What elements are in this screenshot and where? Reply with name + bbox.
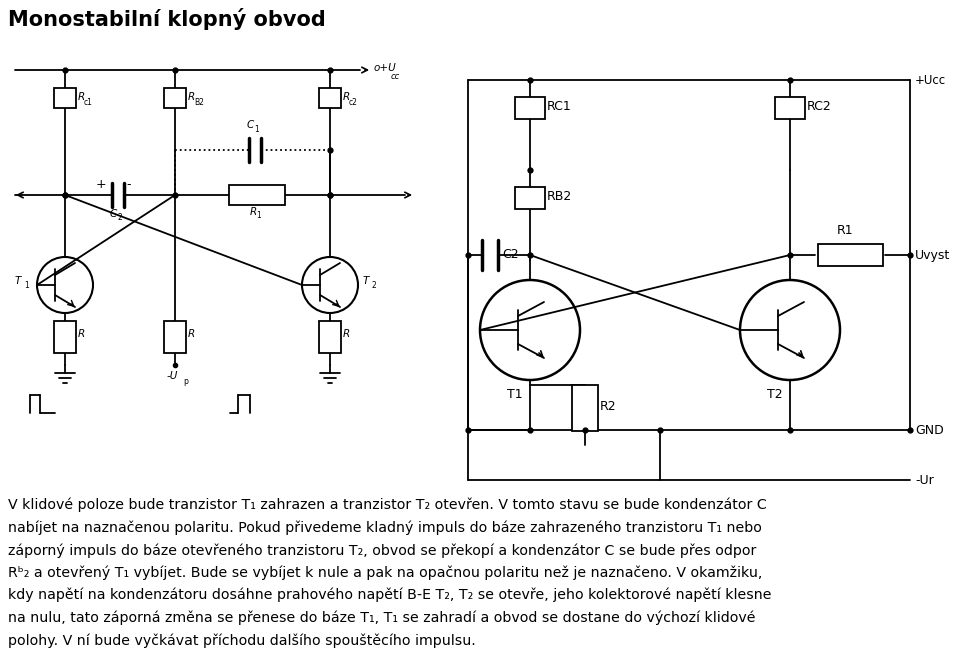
Text: c2: c2 xyxy=(349,98,358,107)
Text: záporný impuls do báze otevřeného tranzistoru T₂, obvod se překopí a kondenzátor: záporný impuls do báze otevřeného tranzi… xyxy=(8,543,756,557)
Text: R: R xyxy=(343,329,350,339)
Text: C: C xyxy=(247,120,254,130)
Text: -Ur: -Ur xyxy=(915,473,934,487)
Bar xyxy=(818,244,882,266)
Text: C2: C2 xyxy=(502,248,518,261)
Text: Monostabilní klopný obvod: Monostabilní klopný obvod xyxy=(8,8,325,30)
Bar xyxy=(319,321,341,353)
Text: -: - xyxy=(126,179,131,191)
Text: RC1: RC1 xyxy=(547,100,572,113)
Text: R: R xyxy=(188,329,195,339)
Text: V klidové poloze bude tranzistor T₁ zahrazen a tranzistor T₂ otevřen. V tomto st: V klidové poloze bude tranzistor T₁ zahr… xyxy=(8,498,767,512)
Text: 1: 1 xyxy=(24,281,29,289)
Text: p: p xyxy=(183,377,188,386)
Bar xyxy=(515,187,545,209)
Text: T: T xyxy=(15,276,21,286)
Text: T2: T2 xyxy=(767,388,782,401)
Text: R: R xyxy=(250,207,257,217)
Text: R: R xyxy=(188,92,195,102)
Text: R: R xyxy=(343,92,350,102)
Text: -U: -U xyxy=(167,371,179,381)
Text: R2: R2 xyxy=(600,400,616,413)
Text: Uvyst: Uvyst xyxy=(915,248,950,261)
Text: 1: 1 xyxy=(254,125,259,134)
Text: cc: cc xyxy=(391,72,400,81)
Bar xyxy=(572,385,598,431)
Text: 1: 1 xyxy=(256,211,261,220)
Text: 2: 2 xyxy=(371,281,375,289)
Text: C: C xyxy=(110,209,117,219)
Bar xyxy=(164,321,186,353)
Bar xyxy=(515,97,545,119)
Text: R: R xyxy=(78,329,85,339)
Text: nabíjet na naznačenou polaritu. Pokud přivedeme kladný impuls do báze zahrazenéh: nabíjet na naznačenou polaritu. Pokud př… xyxy=(8,520,762,535)
Text: GND: GND xyxy=(915,424,944,436)
Text: c1: c1 xyxy=(84,98,93,107)
Text: +Ucc: +Ucc xyxy=(915,73,947,87)
Bar xyxy=(229,185,285,205)
Text: RC2: RC2 xyxy=(807,100,831,113)
Text: o+U: o+U xyxy=(374,63,396,73)
Text: R: R xyxy=(78,92,85,102)
Bar xyxy=(164,88,186,108)
Bar xyxy=(319,88,341,108)
Bar xyxy=(54,88,76,108)
Text: T: T xyxy=(363,276,370,286)
Text: na nulu, tato záporná změna se přenese do báze T₁, T₁ se zahradí a obvod se dost: na nulu, tato záporná změna se přenese d… xyxy=(8,610,756,625)
Text: polohy. V ní bude vyčkávat příchodu dalšího spouštěcího impulsu.: polohy. V ní bude vyčkávat příchodu dalš… xyxy=(8,633,476,647)
Text: B2: B2 xyxy=(194,98,204,107)
Text: kdy napětí na kondenzátoru dosáhne prahového napětí B-E T₂, T₂ se otevře, jeho k: kdy napětí na kondenzátoru dosáhne praho… xyxy=(8,588,772,602)
Text: R1: R1 xyxy=(837,224,853,237)
Text: +: + xyxy=(96,179,107,191)
Text: RB2: RB2 xyxy=(547,190,572,203)
Bar xyxy=(54,321,76,353)
Text: T1: T1 xyxy=(507,388,523,401)
Bar xyxy=(775,97,805,119)
Text: Rᵇ₂ a otevřený T₁ vybíjet. Bude se vybíjet k nule a pak na opačnou polaritu než : Rᵇ₂ a otevřený T₁ vybíjet. Bude se vybíj… xyxy=(8,565,762,580)
Text: 2: 2 xyxy=(117,213,122,222)
